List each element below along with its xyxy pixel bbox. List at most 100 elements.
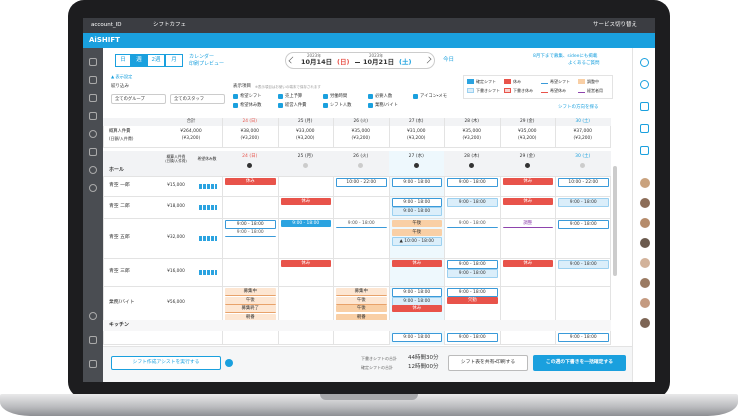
help-link[interactable]: シフトの方向を探る — [558, 105, 599, 110]
nav-icon[interactable] — [89, 336, 97, 344]
cell[interactable] — [222, 196, 278, 218]
shift-block[interactable]: 休み — [502, 178, 553, 185]
cell[interactable] — [277, 331, 334, 345]
cell[interactable]: 9:00 - 18:00 9:00 - 18:00 — [388, 196, 445, 218]
checkbox-label[interactable]: 希望休み数 — [240, 102, 262, 108]
checkbox-label[interactable]: 経営人件費 — [285, 102, 307, 108]
shift-block[interactable]: 9:00 - 18:00 — [558, 198, 609, 207]
staff-name[interactable]: 青空 五郎 — [109, 234, 130, 240]
store-name[interactable]: シフトカフェ — [153, 22, 187, 28]
notice[interactable]: 8月下まで募集、sideeにも掲載 — [533, 54, 598, 59]
nav-icon[interactable] — [89, 94, 97, 102]
cell[interactable] — [277, 286, 334, 320]
nav-icon[interactable] — [89, 148, 97, 156]
shift-block[interactable]: 調整 — [502, 220, 553, 228]
avatar[interactable] — [640, 258, 650, 268]
cell[interactable]: 休み — [499, 196, 556, 218]
nav-icon[interactable] — [89, 184, 97, 192]
group-select[interactable]: 全てのグループ — [111, 94, 166, 104]
avatar[interactable] — [640, 278, 650, 288]
cell[interactable]: 休み — [499, 258, 556, 286]
cell[interactable]: 9:00 - 18:00 — [388, 331, 445, 345]
shift-block[interactable]: 9:00 - 18:00 — [391, 206, 442, 216]
shift-block[interactable]: 9:00 - 18:00 — [391, 178, 442, 187]
shift-block[interactable]: 午後 — [225, 296, 276, 305]
cell[interactable]: 9:00 - 18:00 — [555, 196, 611, 218]
side-icon[interactable] — [640, 124, 649, 133]
nav-icon[interactable] — [89, 166, 97, 174]
faq-link[interactable]: よくあるご質問 — [568, 61, 600, 66]
shift-block[interactable]: 9:00 - 18:00 — [225, 229, 276, 237]
shift-block[interactable]: 募集終了 — [225, 305, 276, 313]
shift-block[interactable]: 午後 — [391, 228, 442, 236]
cell[interactable]: 9:00 - 18:00 9:00 - 18:00 — [222, 218, 278, 258]
shift-block[interactable]: 9:00 - 18:00 — [447, 333, 498, 342]
shift-block[interactable]: 休み — [280, 198, 331, 205]
shift-block[interactable]: 午後 — [336, 296, 387, 305]
shift-block[interactable]: 9:00 - 18:00 — [558, 220, 609, 229]
side-icon[interactable] — [640, 102, 649, 111]
cell[interactable]: 9:00 - 18:00 — [444, 196, 500, 218]
cell[interactable]: 10:00 - 22:00 — [333, 176, 389, 196]
shift-block[interactable]: 欠勤 — [447, 296, 498, 304]
view-tab[interactable]: 週 — [131, 54, 147, 67]
share-button[interactable]: シフト表を共有・印刷する — [448, 355, 528, 371]
staff-name[interactable]: 業務/バイト — [109, 299, 135, 305]
section-hall[interactable]: ホール — [109, 167, 125, 173]
checkbox[interactable] — [368, 103, 373, 108]
cell[interactable]: 9:00 - 18:00 — [444, 218, 500, 258]
preview-link[interactable]: 印刷プレビュー — [189, 61, 225, 67]
avatar[interactable] — [640, 298, 650, 308]
nav-icon[interactable] — [89, 76, 97, 84]
cell[interactable]: 募集中 午後 午後 朝番 — [333, 286, 389, 321]
service-switch[interactable]: サービス切り替え — [593, 22, 638, 28]
nav-icon[interactable] — [89, 58, 97, 66]
shift-block[interactable]: 9:00 - 18:00 — [447, 220, 498, 228]
view-tab[interactable]: 月 — [165, 54, 183, 67]
cell[interactable]: 9:00 - 18:00 — [388, 176, 445, 196]
checkbox[interactable] — [323, 94, 328, 99]
account-id[interactable]: account_ID — [91, 22, 122, 28]
nav-icon[interactable] — [89, 130, 97, 138]
shift-block[interactable]: 9:00 - 18:00 — [391, 333, 442, 342]
shift-block[interactable]: 9:00 - 18:00 — [447, 268, 498, 278]
shift-block[interactable]: 9:00 - 18:00 — [391, 288, 442, 297]
cell[interactable]: 9:00 - 18:00 — [555, 258, 611, 286]
cell[interactable]: 募集中 午後 募集終了 朝番 — [222, 286, 278, 322]
shift-block[interactable]: 9:00 - 18:00 — [447, 198, 498, 207]
cell[interactable]: 9:00 - 18:00 — [555, 218, 611, 258]
checkbox-label[interactable]: 労働時間 — [330, 93, 348, 99]
checkbox-label[interactable]: アイコン・メモ — [420, 93, 448, 99]
view-tab[interactable]: 2週 — [147, 54, 165, 67]
cell[interactable] — [333, 258, 389, 286]
cell[interactable]: 休み — [499, 176, 556, 196]
section-kitchen[interactable]: キッチン — [109, 322, 130, 328]
shift-block[interactable]: 9:00 - 18:00 — [447, 178, 498, 187]
checkbox[interactable] — [413, 94, 418, 99]
shift-block[interactable]: 9:00 - 18:00 — [336, 220, 387, 228]
cell[interactable] — [222, 258, 278, 286]
assist-button[interactable]: シフト作成アシストを実行する — [111, 356, 221, 370]
checkbox-label[interactable]: シフト人数 — [330, 102, 352, 108]
cell[interactable]: 9:00 - 18:00 — [333, 218, 389, 258]
checkbox-label[interactable]: 売上予算 — [285, 93, 303, 99]
checkbox[interactable] — [368, 94, 373, 99]
shift-block[interactable]: ▲ 10:00 - 18:00 — [391, 237, 442, 246]
shift-block[interactable]: 9:00 - 18:00 — [447, 288, 498, 297]
shift-block[interactable]: 休み — [225, 178, 276, 185]
side-icon[interactable] — [640, 58, 649, 67]
checkbox[interactable] — [323, 103, 328, 108]
cell[interactable]: 9:00 - 18:00 欠勤 — [444, 286, 500, 320]
checkbox-label[interactable]: 希望シフト — [240, 93, 262, 99]
shift-block[interactable]: 休み — [280, 260, 331, 267]
cell[interactable]: 9:00 - 18:00 — [277, 218, 334, 258]
avatar[interactable] — [640, 198, 650, 208]
cell[interactable]: 午後 午後 ▲ 10:00 - 18:00 — [388, 218, 445, 258]
shift-block[interactable]: 9:00 - 18:00 — [225, 220, 276, 229]
shift-block[interactable]: 休み — [391, 260, 442, 267]
shift-block[interactable]: 朝番 — [336, 313, 387, 321]
shift-block[interactable]: 9:00 - 18:00 — [558, 333, 609, 342]
cell[interactable]: 休み — [277, 258, 334, 286]
cell[interactable] — [333, 331, 389, 345]
display-toggle[interactable]: ▲ 表示設定 — [111, 74, 133, 79]
